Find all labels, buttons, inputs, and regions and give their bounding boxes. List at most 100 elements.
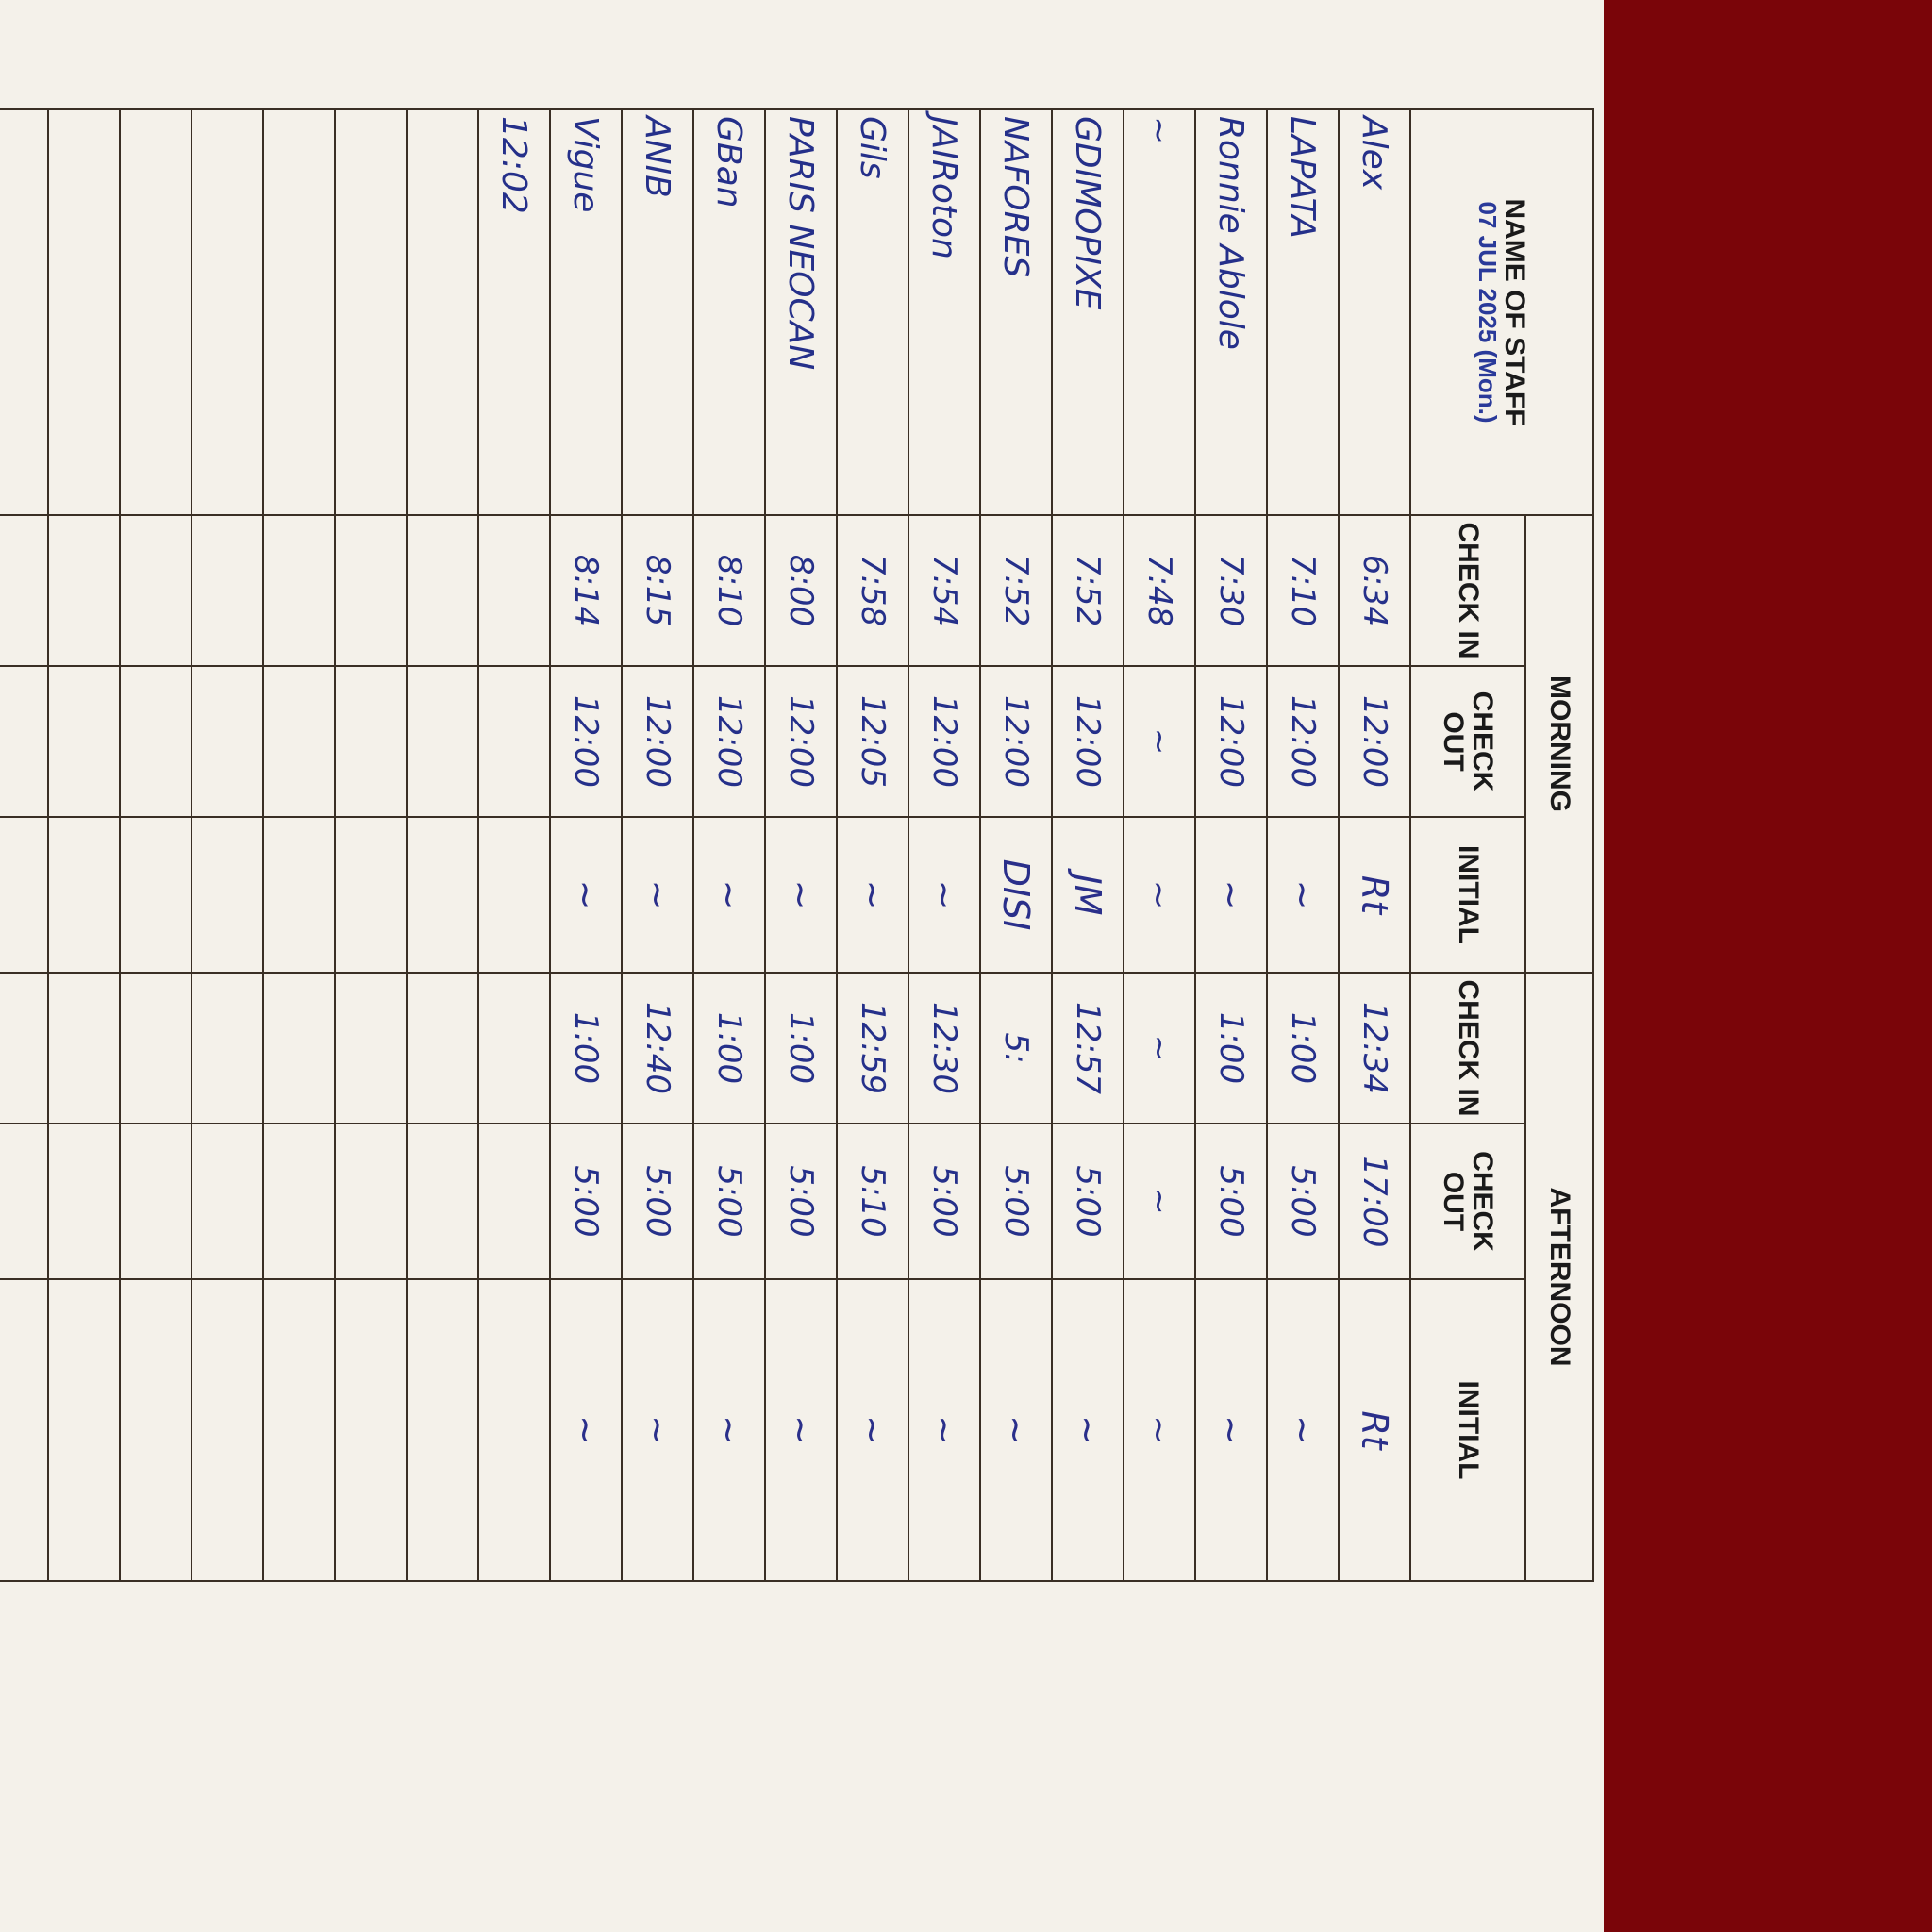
- morning-initial-cell: JM: [1052, 817, 1124, 973]
- morning-check-out-cell: 12:00: [1267, 666, 1339, 817]
- staff-name-cell: ~: [1124, 109, 1195, 515]
- morning-initial-cell: [478, 817, 550, 973]
- afternoon-initial-cell: ~: [765, 1279, 837, 1581]
- staff-name-cell: GDIMOPIXE: [1052, 109, 1124, 515]
- afternoon-check-out-cell: 5:00: [550, 1124, 622, 1279]
- afternoon-check-out-cell: [120, 1124, 192, 1279]
- table-row: Gils 7:58 12:05 ~12:59 5:10 ~: [837, 109, 908, 1581]
- afternoon-initial-cell: ~: [980, 1279, 1052, 1581]
- afternoon-check-in-cell: [120, 973, 192, 1124]
- afternoon-check-out-cell: 17:00: [1339, 1124, 1410, 1279]
- afternoon-check-in-cell: [478, 973, 550, 1124]
- morning-check-in-cell: [478, 515, 550, 666]
- afternoon-initial-cell: Rt: [1339, 1279, 1410, 1581]
- morning-check-in-cell: 8:15: [622, 515, 693, 666]
- afternoon-check-in-cell: ~: [1124, 973, 1195, 1124]
- staff-name-cell: Alex: [1339, 109, 1410, 515]
- morning-check-out-cell: 12:00: [980, 666, 1052, 817]
- morning-check-out-cell: [478, 666, 550, 817]
- morning-initial-cell: [407, 817, 478, 973]
- afternoon-initial-header: INITIAL: [1410, 1279, 1525, 1581]
- morning-initial-cell: [0, 817, 48, 973]
- staff-name-cell: Vigue: [550, 109, 622, 515]
- table-row: 12:02: [478, 109, 550, 1581]
- afternoon-check-in-cell: 1:00: [693, 973, 765, 1124]
- morning-initial-cell: [263, 817, 335, 973]
- morning-check-out-cell: 12:00: [765, 666, 837, 817]
- morning-initial-cell: Rt: [1339, 817, 1410, 973]
- morning-check-out-cell: ~: [1124, 666, 1195, 817]
- morning-initial-cell: ~: [837, 817, 908, 973]
- afternoon-initial-cell: ~: [837, 1279, 908, 1581]
- morning-check-out-cell: 12:00: [693, 666, 765, 817]
- morning-check-in-cell: [335, 515, 407, 666]
- afternoon-check-out-header: CHECK OUT: [1410, 1124, 1525, 1279]
- afternoon-check-in-cell: [407, 973, 478, 1124]
- table-row: ~7:48 ~ ~ ~ ~ ~: [1124, 109, 1195, 1581]
- staff-name-cell: [48, 109, 120, 515]
- staff-name-cell: JAIRoton: [908, 109, 980, 515]
- afternoon-check-in-cell: [263, 973, 335, 1124]
- afternoon-check-in-cell: 12:34: [1339, 973, 1410, 1124]
- staff-name-cell: [407, 109, 478, 515]
- table-row: JAIRoton 7:54 12:00 ~12:30 5:00 ~: [908, 109, 980, 1581]
- paper-sheet: [0, 0, 1604, 1932]
- table-row: Ronnie Ablole 7:30 12:00 ~1:00 5:00 ~: [1195, 109, 1267, 1581]
- afternoon-initial-cell: [478, 1279, 550, 1581]
- morning-check-in-cell: [192, 515, 263, 666]
- morning-initial-cell: ~: [693, 817, 765, 973]
- morning-check-out-cell: [407, 666, 478, 817]
- afternoon-check-out-cell: [0, 1124, 48, 1279]
- afternoon-initial-cell: [120, 1279, 192, 1581]
- morning-initial-cell: ~: [622, 817, 693, 973]
- afternoon-initial-cell: ~: [1267, 1279, 1339, 1581]
- morning-check-out-cell: 12:00: [622, 666, 693, 817]
- afternoon-check-out-cell: 5:00: [693, 1124, 765, 1279]
- morning-check-in-cell: [407, 515, 478, 666]
- afternoon-check-out-cell: 5:00: [980, 1124, 1052, 1279]
- afternoon-initial-cell: ~: [622, 1279, 693, 1581]
- staff-name-cell: [120, 109, 192, 515]
- morning-check-out-cell: [0, 666, 48, 817]
- afternoon-check-out-cell: [48, 1124, 120, 1279]
- afternoon-initial-cell: ~: [1052, 1279, 1124, 1581]
- morning-check-out-cell: 12:00: [550, 666, 622, 817]
- morning-check-out-cell: [192, 666, 263, 817]
- afternoon-check-in-cell: 12:57: [1052, 973, 1124, 1124]
- afternoon-initial-cell: [335, 1279, 407, 1581]
- afternoon-check-in-cell: [48, 973, 120, 1124]
- morning-initial-cell: ~: [1267, 817, 1339, 973]
- morning-check-out-cell: [335, 666, 407, 817]
- staff-name-cell: GBan: [693, 109, 765, 515]
- morning-check-in-cell: 7:52: [980, 515, 1052, 666]
- afternoon-initial-cell: [192, 1279, 263, 1581]
- morning-check-in-cell: [120, 515, 192, 666]
- table-row: Vigue 8:14 12:00 ~1:00 5:00 ~: [550, 109, 622, 1581]
- blank-row: [0, 109, 48, 1581]
- morning-initial-cell: [48, 817, 120, 973]
- afternoon-initial-cell: [48, 1279, 120, 1581]
- blank-row: [48, 109, 120, 1581]
- afternoon-check-out-cell: [192, 1124, 263, 1279]
- morning-check-in-cell: 7:48: [1124, 515, 1195, 666]
- morning-check-out-cell: 12:00: [1052, 666, 1124, 817]
- table-row: Alex 6:34 12:00 Rt 12:34 17:00 Rt: [1339, 109, 1410, 1581]
- blank-row: [407, 109, 478, 1581]
- afternoon-check-in-cell: 5:: [980, 973, 1052, 1124]
- morning-check-out-cell: 12:05: [837, 666, 908, 817]
- table-row: ANIB 8:15 12:00 ~12:40 5:00 ~: [622, 109, 693, 1581]
- staff-name-cell: [263, 109, 335, 515]
- morning-check-out-cell: [263, 666, 335, 817]
- morning-initial-cell: DISI: [980, 817, 1052, 973]
- morning-check-in-cell: [263, 515, 335, 666]
- afternoon-initial-cell: [0, 1279, 48, 1581]
- morning-check-in-cell: [48, 515, 120, 666]
- afternoon-initial-cell: [407, 1279, 478, 1581]
- afternoon-check-in-cell: 12:30: [908, 973, 980, 1124]
- morning-check-out-cell: [120, 666, 192, 817]
- staff-name-cell: [0, 109, 48, 515]
- table-row: PARIS NEOCAN 8:00 12:00 ~1:00 5:00 ~: [765, 109, 837, 1581]
- morning-check-in-cell: 6:34: [1339, 515, 1410, 666]
- afternoon-check-out-cell: 5:00: [765, 1124, 837, 1279]
- staff-name-cell: [192, 109, 263, 515]
